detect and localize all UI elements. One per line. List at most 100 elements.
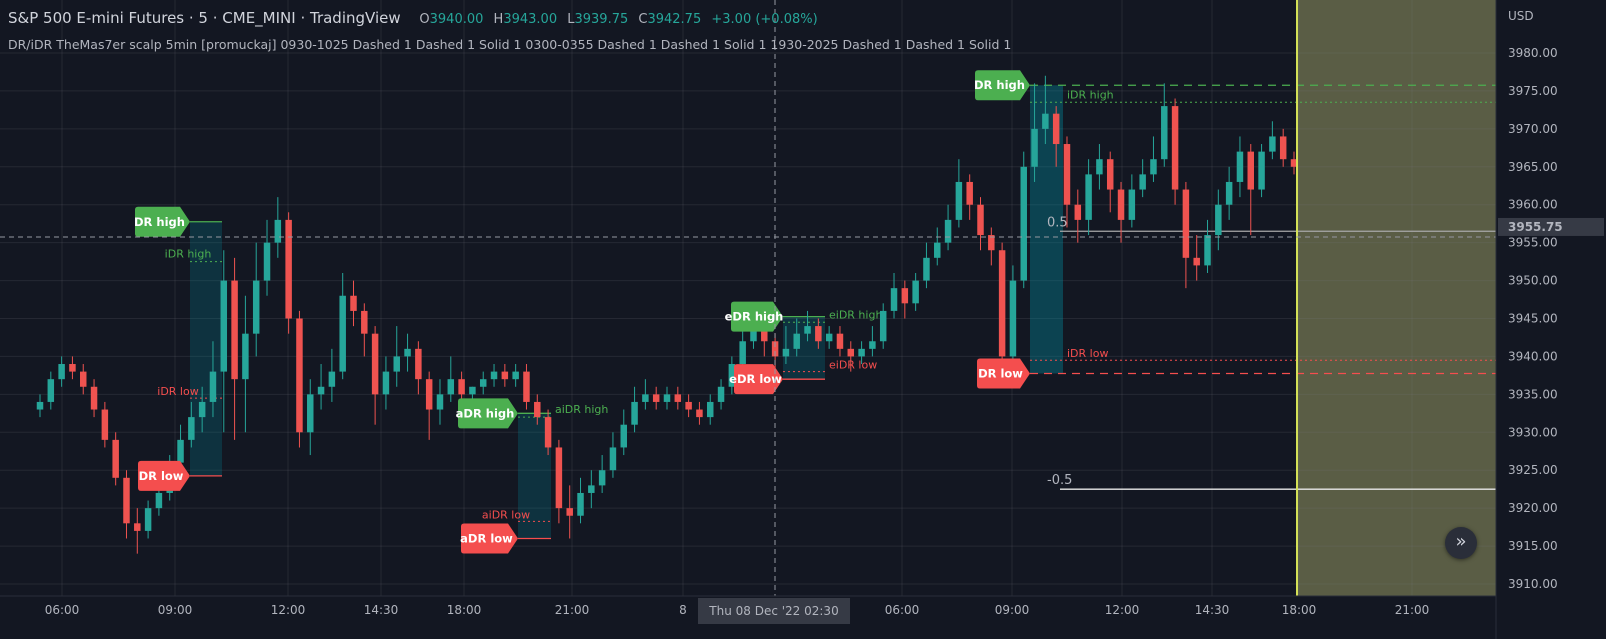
candle [209, 341, 217, 418]
candle [825, 326, 833, 349]
candle [869, 326, 876, 357]
idr-high-label: aiDR high [555, 403, 608, 416]
price-tick-label: 3940.00 [1508, 349, 1558, 363]
price-tick-label: 3980.00 [1508, 46, 1558, 60]
candle [1042, 75, 1049, 145]
candle [1052, 106, 1060, 167]
candle [512, 364, 519, 387]
candle-body [793, 333, 800, 349]
candle [1225, 166, 1233, 220]
candle-body [123, 477, 130, 524]
crosshair-price-label: 3955.75 [1508, 220, 1563, 234]
candle [977, 197, 984, 251]
chart-header: S&P 500 E-mini Futures · 5 · CME_MINI · … [8, 9, 824, 27]
candle-body [469, 386, 476, 395]
candle [274, 197, 282, 258]
candle [1117, 181, 1125, 243]
candle-body [1193, 257, 1200, 266]
candle [588, 470, 595, 509]
candle [685, 394, 692, 418]
candle [912, 272, 919, 311]
candle [804, 310, 811, 342]
candle-body [825, 333, 833, 342]
open-value: 3940.00 [429, 12, 484, 27]
candle [436, 379, 444, 425]
candle-body [371, 333, 379, 395]
candle-body [112, 439, 119, 478]
candle-body [512, 371, 519, 380]
candle [144, 500, 152, 539]
candle [717, 379, 725, 410]
candle [1258, 144, 1265, 198]
candle-body [523, 371, 530, 402]
candle-body [1258, 151, 1265, 190]
candle [523, 364, 530, 410]
candle-body [1279, 136, 1287, 160]
candle-body [771, 341, 779, 357]
candle-body [177, 439, 184, 463]
dr-low-tag [977, 358, 1030, 389]
price-tick-label: 3925.00 [1508, 463, 1558, 477]
fib-level-label: 0.5 [1047, 215, 1068, 230]
candle [198, 386, 206, 433]
candle-body [717, 386, 725, 402]
candle [501, 364, 509, 387]
future-zone [1297, 0, 1496, 596]
candle [555, 439, 563, 524]
candle-body [1031, 128, 1038, 167]
candle-body [944, 219, 952, 243]
candle-body [101, 409, 109, 440]
dr-low-tag-label: DR low [139, 469, 184, 483]
candle-body [1096, 159, 1103, 175]
price-tick-label: 3935.00 [1508, 387, 1558, 401]
idr-high-label: eiDR high [829, 308, 882, 321]
time-tick-label: 8 [679, 603, 687, 617]
candle-body [1128, 189, 1136, 220]
candle [36, 394, 44, 418]
candle-body [631, 401, 638, 425]
currency-label: USD [1508, 9, 1534, 23]
candle [847, 341, 855, 372]
candle-body [1150, 159, 1157, 175]
candle [490, 364, 498, 387]
candle-body [79, 371, 87, 387]
candle-body [479, 379, 487, 387]
candle [296, 310, 303, 448]
symbol-title[interactable]: S&P 500 E-mini Futures · 5 · CME_MINI · … [8, 9, 401, 27]
candle [890, 272, 898, 319]
candle [998, 242, 1006, 372]
scroll-to-realtime-button[interactable]: » [1445, 527, 1477, 559]
idr-low-label: eiDR low [829, 359, 877, 372]
price-tick-label: 3910.00 [1508, 577, 1558, 591]
candle [285, 212, 292, 334]
candle-body [501, 371, 509, 380]
candle [382, 356, 390, 410]
candle [631, 386, 638, 433]
candle-body [577, 492, 584, 516]
candle-body [155, 492, 163, 509]
candle [858, 341, 865, 365]
indicator-legend[interactable]: DR/iDR TheMas7er scalp 5min [promuckaj] … [8, 37, 1012, 52]
candle-body [361, 310, 368, 334]
candle [479, 371, 487, 395]
price-tick-label: 3975.00 [1508, 84, 1558, 98]
time-tick-label: 14:30 [1195, 603, 1230, 617]
candle [415, 341, 422, 395]
candle-body [804, 326, 811, 334]
price-tick-label: 3945.00 [1508, 312, 1558, 326]
high-key: H [493, 12, 504, 27]
candle [642, 379, 649, 410]
dr-box [190, 221, 222, 476]
candle-body [685, 401, 692, 410]
candle [739, 326, 746, 372]
candle-body [1074, 204, 1082, 220]
candle-body [307, 394, 314, 433]
candle [782, 326, 790, 365]
candle [534, 394, 541, 425]
candle-body [966, 181, 973, 205]
candle-body [58, 364, 65, 380]
candle-body [1106, 159, 1114, 190]
candle [242, 295, 249, 433]
candle [620, 409, 628, 456]
